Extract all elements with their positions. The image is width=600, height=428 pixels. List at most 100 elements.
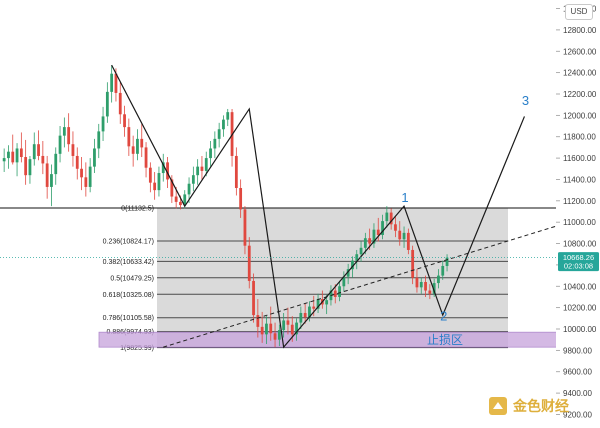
candle-body — [144, 147, 148, 168]
candle-body — [398, 230, 402, 240]
fib-level-label: 0.236(10824.17) — [103, 238, 154, 245]
candle-body — [88, 166, 92, 187]
candle-body — [217, 129, 221, 139]
stop-loss-zone-rect — [98, 331, 558, 348]
fib-level-label: 0(11132.5) — [121, 206, 154, 213]
candle-body — [372, 229, 376, 244]
candle-body — [351, 260, 354, 270]
candle-body — [290, 324, 294, 335]
candle-body — [11, 151, 15, 163]
price-tick-label: 12200.00 — [563, 90, 597, 99]
candle-body — [204, 158, 208, 171]
current-price-box — [558, 252, 599, 272]
candle-body — [312, 306, 316, 309]
candle-body — [41, 155, 45, 164]
price-tick-label: 11400.00 — [563, 175, 596, 184]
candle-body — [71, 144, 75, 156]
price-tick-label: 12800.00 — [563, 26, 597, 35]
candle-body — [80, 168, 83, 178]
candle-body — [123, 114, 126, 128]
candle-body — [428, 290, 432, 294]
trendline[interactable] — [163, 208, 600, 348]
candle-body — [303, 312, 307, 318]
price-axis-bg — [556, 0, 600, 423]
price-tick-label: 11800.00 — [563, 133, 596, 142]
candle-body — [402, 232, 406, 240]
price-tick-label: 11200.00 — [563, 197, 596, 206]
trendline-mark — [163, 212, 600, 348]
watermark-icon — [489, 397, 507, 415]
candle-body — [118, 92, 122, 115]
candle-body — [342, 276, 346, 287]
candle-body — [140, 138, 144, 148]
candle-body — [273, 333, 277, 340]
price-tick-label: 12000.00 — [563, 111, 597, 120]
wave-path[interactable] — [111, 64, 526, 349]
candle-body — [419, 282, 423, 288]
candle-body — [97, 131, 101, 149]
candle-body — [209, 148, 212, 159]
candle-body — [260, 326, 264, 335]
fib-level-label: 0.786(10105.58) — [103, 315, 154, 322]
candle-body — [265, 323, 268, 335]
candle-body — [153, 182, 157, 191]
wave-label-1: 1 — [401, 190, 408, 205]
currency-badge[interactable]: USD — [565, 4, 593, 20]
price-tick-label: 9200.00 — [563, 410, 592, 419]
candle-body — [368, 238, 372, 244]
candle-body — [187, 183, 191, 195]
candle-body — [75, 155, 79, 169]
candle-body — [183, 194, 187, 206]
candle-body — [406, 232, 410, 250]
price-axis[interactable]: 9200.00 9400.00 9600.00 9800.00 10000.00 1020… — [556, 0, 600, 423]
candle-body — [239, 188, 243, 210]
candle-body — [381, 221, 384, 235]
candle-body — [222, 119, 225, 130]
price-tick-label: 9600.00 — [563, 368, 592, 377]
fibonacci-levels: 0(11132.5) 0.236(10824.17) 0.382(10633.42)… — [103, 206, 508, 352]
candle-body — [346, 269, 350, 277]
candle-body — [114, 73, 118, 93]
price-tick-label: 11600.00 — [563, 154, 596, 163]
candle-body — [170, 179, 174, 197]
price-tick-label: 10800.00 — [563, 240, 597, 249]
candle-body — [32, 144, 36, 160]
candle-body — [179, 201, 182, 206]
fib-level-label: 0.5(10479.25) — [110, 275, 154, 282]
candle-body — [359, 247, 363, 255]
candle-body — [24, 157, 28, 176]
candle-body — [54, 153, 58, 175]
wave-polyline — [111, 64, 526, 349]
candle-body — [415, 277, 419, 288]
candle-body — [411, 249, 415, 278]
candle-body — [355, 254, 359, 261]
wave-labels: 1 2 3 — [401, 93, 529, 324]
candle-body — [338, 286, 341, 297]
candle-body — [105, 91, 109, 117]
stop-loss-zone[interactable]: 止损区 — [98, 331, 558, 348]
fib-level-label: 0.618(10325.08) — [103, 292, 154, 299]
candle-body — [127, 127, 131, 147]
candle-body — [58, 135, 62, 154]
candle-body — [62, 127, 66, 136]
candle-body — [19, 148, 23, 158]
candle-body — [196, 166, 200, 176]
candle-body — [441, 265, 445, 276]
stop-loss-zone-label: 止损区 — [427, 333, 463, 347]
candle-body — [234, 155, 238, 188]
candle-body — [50, 174, 53, 187]
candle-body — [385, 212, 389, 222]
candle-body — [424, 282, 427, 291]
candle-body — [157, 173, 161, 191]
candle-body — [148, 167, 152, 183]
candle-body — [256, 315, 260, 327]
candle-body — [110, 73, 114, 92]
candle-body — [269, 323, 273, 334]
price-tick-label: 10400.00 — [563, 282, 597, 291]
candle-body — [333, 290, 337, 297]
fib-level-label: 0.382(10633.42) — [103, 259, 154, 266]
candle-body — [299, 312, 303, 323]
candle-body — [282, 320, 286, 331]
